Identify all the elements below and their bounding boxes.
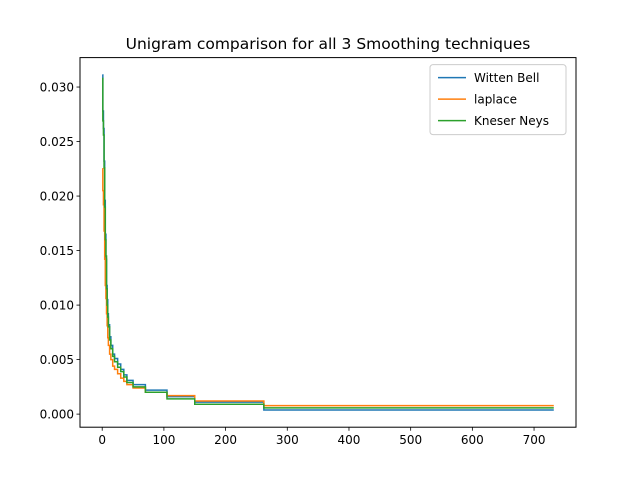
y-tick-label: 0.025 bbox=[40, 135, 74, 149]
x-tick-label: 300 bbox=[276, 433, 299, 447]
x-axis: 0 100 200 300 400 500 600 700 bbox=[98, 427, 546, 447]
x-tick-label: 400 bbox=[338, 433, 361, 447]
y-tick-label: 0.010 bbox=[40, 298, 74, 312]
x-tick-label: 200 bbox=[214, 433, 237, 447]
x-tick-label: 600 bbox=[461, 433, 484, 447]
legend-label: Witten Bell bbox=[474, 71, 539, 85]
x-tick-label: 700 bbox=[523, 433, 546, 447]
x-tick-label: 100 bbox=[152, 433, 175, 447]
axes-frame bbox=[79, 57, 577, 428]
y-tick-label: 0.030 bbox=[40, 80, 74, 94]
legend-label: laplace bbox=[474, 92, 517, 106]
chart-title: Unigram comparison for all 3 Smoothing t… bbox=[126, 35, 531, 53]
y-tick-label: 0.020 bbox=[40, 189, 74, 203]
y-tick-label: 0.005 bbox=[40, 353, 74, 367]
y-tick-label: 0.000 bbox=[40, 407, 74, 421]
y-tick-label: 0.015 bbox=[40, 244, 74, 258]
plot-area bbox=[102, 74, 554, 411]
x-tick-label: 500 bbox=[399, 433, 422, 447]
y-axis: 0.000 0.005 0.010 0.015 0.020 0.025 0.030 bbox=[40, 80, 80, 421]
legend-label: Kneser Neys bbox=[474, 114, 549, 128]
legend-box bbox=[429, 64, 567, 136]
legend: Witten Bell laplace Kneser Neys bbox=[429, 64, 567, 136]
x-tick-label: 0 bbox=[98, 433, 106, 447]
series-line-kneser-neys bbox=[102, 77, 554, 409]
